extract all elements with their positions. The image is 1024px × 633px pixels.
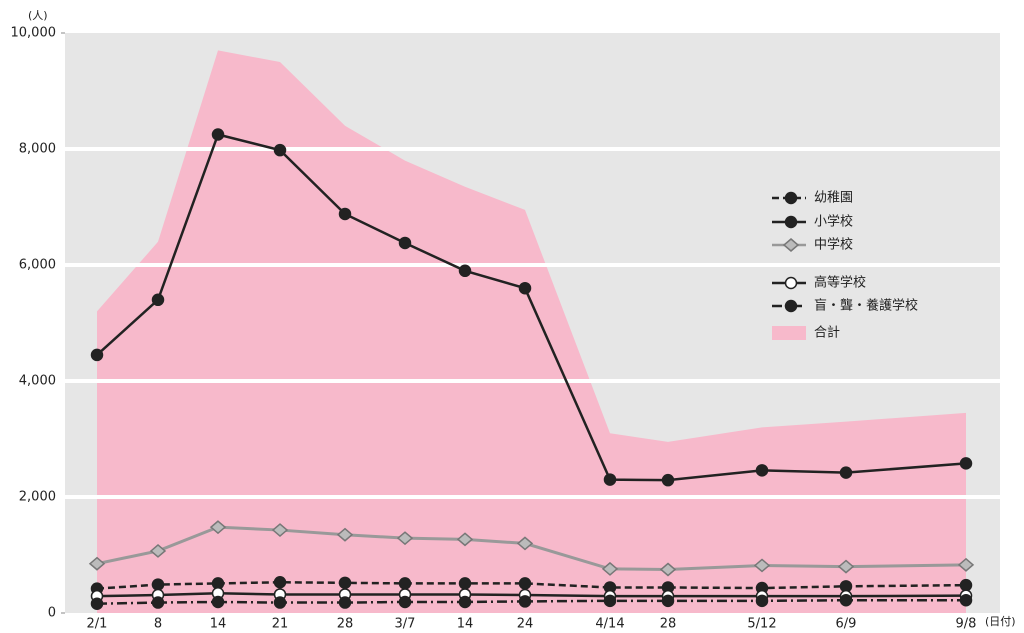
marker <box>273 576 287 589</box>
legend-item: 小学校 <box>772 214 853 230</box>
marker <box>839 466 853 479</box>
marker <box>90 348 104 362</box>
marker <box>88 556 106 571</box>
x-tick-label: 2/1 <box>87 617 108 632</box>
marker <box>211 595 225 609</box>
x-unit: (日付) <box>985 615 1016 628</box>
x-tick-label: 8 <box>154 617 162 632</box>
legend-label: 盲・聾・養護学校 <box>814 298 918 314</box>
marker <box>209 520 227 535</box>
y-tick-label: 8,000 <box>19 142 56 157</box>
marker <box>151 293 165 307</box>
marker <box>837 559 855 574</box>
marker <box>516 536 534 551</box>
marker <box>518 281 532 295</box>
x-tick-label: 21 <box>272 617 289 632</box>
marker <box>659 562 677 577</box>
marker <box>601 561 619 576</box>
legend-label: 幼稚園 <box>814 191 853 206</box>
marker <box>458 264 472 278</box>
marker <box>273 596 287 609</box>
marker <box>271 523 289 538</box>
marker <box>603 594 617 608</box>
marker <box>755 464 769 477</box>
marker <box>959 593 973 607</box>
legend-label: 小学校 <box>814 214 853 230</box>
marker <box>398 577 412 590</box>
legend-label: 高等学校 <box>814 275 866 291</box>
marker <box>661 594 675 608</box>
legend-item: 高等学校 <box>772 275 866 291</box>
marker <box>151 596 165 609</box>
marker <box>398 595 412 609</box>
marker <box>603 473 617 486</box>
legend-swatch <box>772 326 806 340</box>
y-tick-label: 6,000 <box>19 258 56 273</box>
marker <box>338 576 352 590</box>
marker <box>957 557 975 572</box>
marker <box>458 577 472 590</box>
marker <box>456 532 474 547</box>
x-tick-label: 14 <box>457 617 474 632</box>
y-tick-label: 10,000 <box>11 26 57 41</box>
legend-label: 中学校 <box>814 237 853 253</box>
marker <box>211 128 225 141</box>
marker <box>336 527 354 542</box>
marker <box>753 558 771 573</box>
x-tick-label: 28 <box>337 617 354 632</box>
x-tick-label: 28 <box>660 617 677 632</box>
marker <box>839 593 853 607</box>
marker <box>784 276 798 290</box>
y-tick-label: 0 <box>48 606 56 621</box>
y-unit: (人) <box>28 9 48 22</box>
x-tick-label: 4/14 <box>595 617 624 632</box>
marker <box>273 143 287 157</box>
marker <box>959 578 973 592</box>
marker <box>782 238 800 252</box>
marker <box>661 473 675 487</box>
legend-item: 盲・聾・養護学校 <box>772 298 918 314</box>
marker <box>784 215 798 229</box>
marker <box>458 595 472 609</box>
y-tick-label: 2,000 <box>19 490 56 505</box>
marker <box>755 594 769 608</box>
marker <box>151 578 165 591</box>
legend-item: 幼稚園 <box>772 191 853 206</box>
x-tick-label: 6/9 <box>836 617 857 632</box>
legend-item: 中学校 <box>772 237 853 253</box>
marker <box>90 597 104 610</box>
x-tick-label: 5/12 <box>747 617 776 632</box>
marker <box>338 596 352 609</box>
marker <box>518 595 532 608</box>
marker <box>398 236 412 250</box>
x-tick-label: 14 <box>210 617 227 632</box>
marker <box>396 531 414 546</box>
x-tick-label: 24 <box>517 617 534 632</box>
x-tick-label: 3/7 <box>395 617 416 632</box>
legend-label: 合計 <box>814 325 840 341</box>
marker <box>338 207 352 221</box>
legend-item: 合計 <box>772 325 840 341</box>
marker <box>959 457 973 470</box>
x-tick-label: 9/8 <box>956 617 977 632</box>
marker <box>518 577 532 590</box>
y-tick-label: 4,000 <box>19 374 56 389</box>
marker <box>784 299 798 313</box>
marker <box>149 543 167 558</box>
marker <box>784 191 798 205</box>
